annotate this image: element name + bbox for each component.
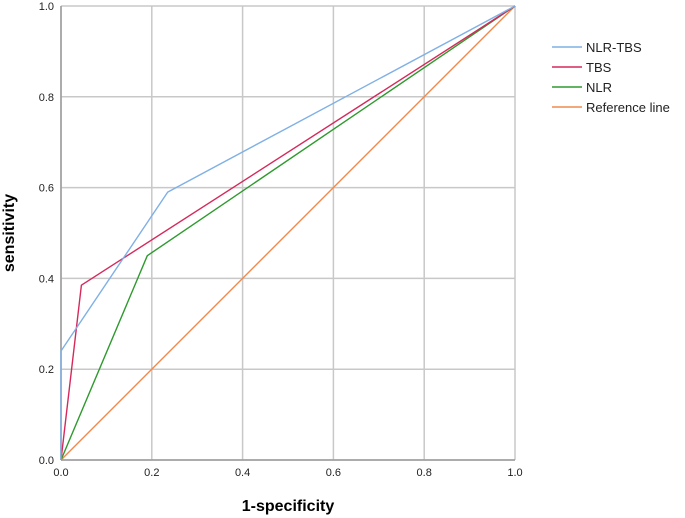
- y-tick-label: 0.6: [39, 183, 54, 195]
- legend: NLR-TBS TBS NLR Reference line: [552, 40, 670, 115]
- series-lines: [60, 5, 516, 461]
- series-line-tbs: [60, 5, 516, 461]
- series-line-reference-line: [60, 5, 516, 461]
- series-line-nlr: [60, 5, 516, 461]
- legend-label-tbs: TBS: [586, 60, 612, 75]
- x-tick-label: 1.0: [507, 467, 522, 479]
- legend-label-nlr-tbs: NLR-TBS: [586, 40, 642, 55]
- y-tick-label: 0.8: [39, 92, 54, 104]
- x-tick-label: 0.0: [53, 467, 68, 479]
- y-tick-label: 0.0: [39, 455, 54, 467]
- x-tick-label: 0.6: [326, 467, 341, 479]
- legend-label-nlr: NLR: [586, 80, 612, 95]
- x-tick-labels: 0.0 0.2 0.4 0.6 0.8 1.0: [53, 467, 522, 479]
- y-axis-title: sensitivity: [1, 194, 18, 272]
- x-axis-title: 1-specificity: [242, 498, 335, 515]
- y-tick-label: 1.0: [39, 1, 54, 13]
- y-tick-label: 0.4: [39, 273, 54, 285]
- x-tick-label: 0.8: [417, 467, 432, 479]
- y-tick-label: 0.2: [39, 364, 54, 376]
- y-tick-labels: 0.0 0.2 0.4 0.6 0.8 1.0: [39, 1, 54, 467]
- x-tick-label: 0.4: [235, 467, 250, 479]
- legend-label-reference-line: Reference line: [586, 100, 670, 115]
- x-tick-label: 0.2: [144, 467, 159, 479]
- grid-lines: [60, 5, 516, 461]
- series-line-nlr-tbs: [60, 5, 516, 460]
